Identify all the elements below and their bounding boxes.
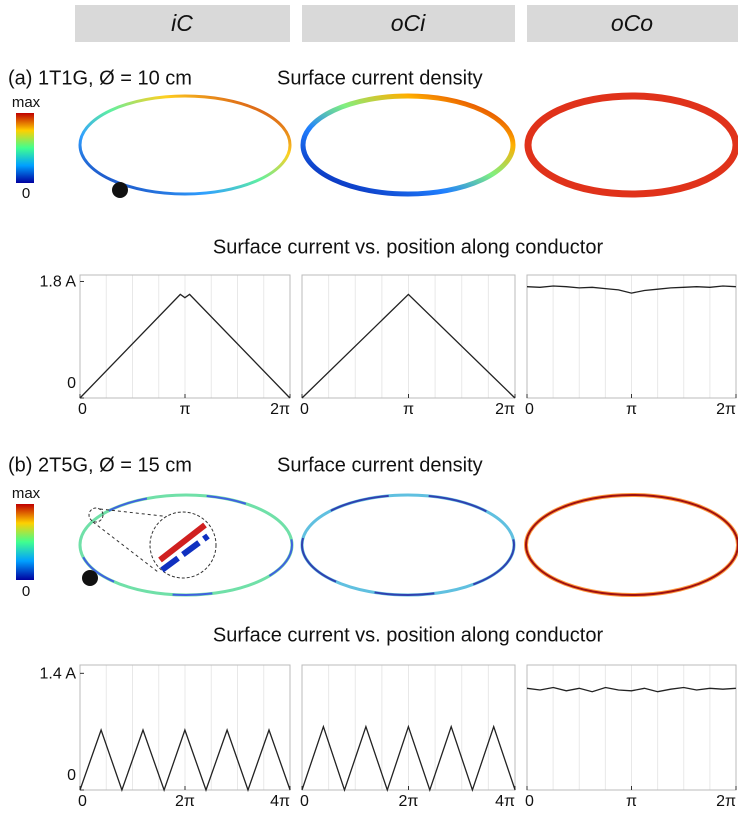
panel-label: (b) 2T5G, Ø = 15 cm — [8, 454, 192, 476]
colorbar — [16, 504, 34, 580]
header-box — [75, 5, 290, 42]
data-line — [301, 724, 516, 793]
header-box — [302, 5, 515, 42]
zoom-line — [92, 521, 159, 573]
coil-ring — [525, 494, 738, 596]
y-tick-label: 1.4 A — [40, 666, 77, 683]
data-line — [526, 285, 736, 294]
coil-ring — [301, 494, 515, 596]
x-tick-label: 0 — [525, 793, 534, 808]
panel-heading: Surface current density — [277, 454, 483, 476]
source — [82, 570, 98, 586]
coil-ring — [524, 92, 738, 198]
x-tick-label: 0 — [525, 401, 534, 418]
colorbar-max: max — [12, 485, 41, 502]
x-tick-label: 4π — [270, 793, 290, 808]
x-tick-label: π — [403, 401, 414, 418]
y-tick-label: 0 — [67, 767, 76, 784]
x-tick-label: π — [179, 401, 190, 418]
subtitle: Surface current vs. position along condu… — [213, 624, 604, 646]
subtitle: Surface current vs. position along condu… — [213, 236, 604, 258]
x-tick-label: 2π — [716, 401, 736, 418]
x-tick-label: π — [626, 401, 637, 418]
data-line — [79, 728, 291, 792]
colorbar — [16, 113, 34, 183]
header-box — [527, 5, 738, 42]
x-tick-label: 4π — [495, 793, 515, 808]
x-tick-label: 2π — [270, 401, 290, 418]
zoom-conductor — [158, 522, 207, 563]
x-tick-label: 0 — [300, 793, 309, 808]
coil-ring — [300, 93, 516, 197]
colorbar-max: max — [12, 94, 41, 111]
panel-heading: Surface current density — [277, 67, 483, 89]
data-line — [526, 686, 736, 693]
x-tick-label: 2π — [716, 793, 736, 808]
column-label: oCi — [391, 10, 426, 36]
x-tick-label: 2π — [495, 401, 515, 418]
column-label: oCo — [611, 10, 653, 36]
y-tick-label: 0 — [67, 375, 76, 392]
zoom-spot — [88, 507, 104, 523]
source — [112, 182, 128, 198]
colorbar-min: 0 — [22, 185, 30, 202]
x-tick-label: 0 — [78, 793, 87, 808]
x-tick-label: π — [626, 793, 637, 808]
zoom-conductor — [160, 533, 210, 573]
y-tick-label: 1.8 A — [40, 274, 77, 291]
coil-ring — [79, 494, 293, 596]
data-line — [301, 293, 516, 399]
data-line — [79, 293, 291, 399]
x-tick-label: 0 — [78, 401, 87, 418]
coil-ring — [78, 94, 292, 196]
colorbar-min: 0 — [22, 583, 30, 600]
x-tick-label: 0 — [300, 401, 309, 418]
x-tick-label: 2π — [175, 793, 195, 808]
panel-label: (a) 1T1G, Ø = 10 cm — [8, 67, 192, 89]
column-label: iC — [171, 10, 193, 36]
x-tick-label: 2π — [399, 793, 419, 808]
